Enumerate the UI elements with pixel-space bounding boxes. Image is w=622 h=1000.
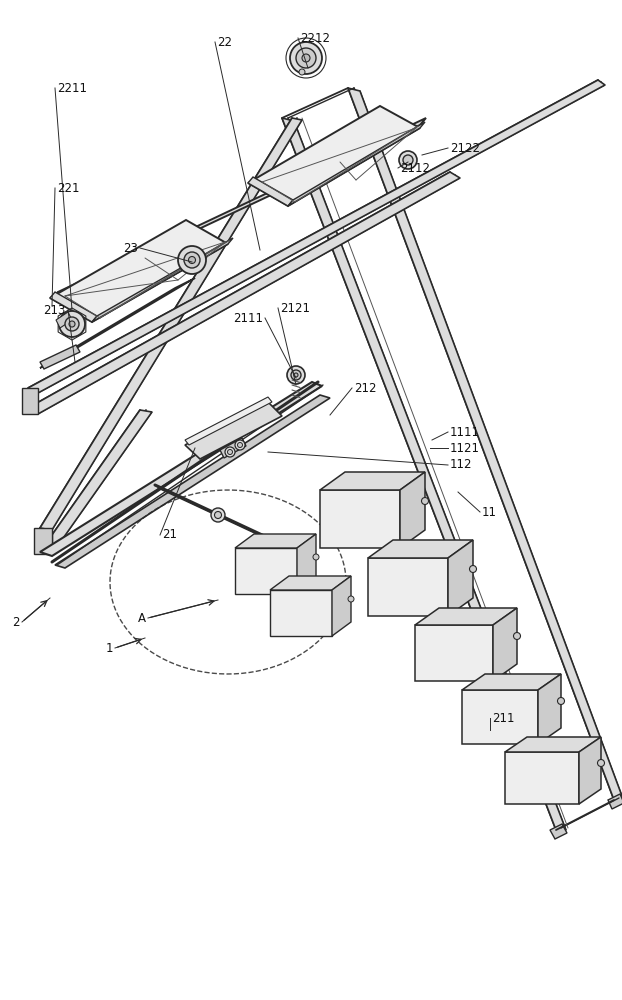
Text: 212: 212 <box>354 381 376 394</box>
Circle shape <box>215 512 221 518</box>
Text: 213: 213 <box>44 304 66 316</box>
Circle shape <box>188 256 195 263</box>
Polygon shape <box>505 737 601 752</box>
Text: 23: 23 <box>123 241 138 254</box>
Polygon shape <box>40 278 195 368</box>
Text: 2111: 2111 <box>233 312 263 324</box>
Polygon shape <box>297 534 316 594</box>
Text: 112: 112 <box>450 458 473 472</box>
Polygon shape <box>248 177 293 206</box>
Circle shape <box>514 633 521 640</box>
Polygon shape <box>505 752 579 804</box>
Polygon shape <box>415 608 517 625</box>
Polygon shape <box>493 608 517 681</box>
Polygon shape <box>320 472 425 490</box>
Text: 1111: 1111 <box>450 426 480 438</box>
Circle shape <box>290 42 322 74</box>
Polygon shape <box>235 548 297 594</box>
Circle shape <box>422 497 429 504</box>
Polygon shape <box>400 472 425 548</box>
Circle shape <box>228 450 233 454</box>
Polygon shape <box>332 576 351 636</box>
Polygon shape <box>40 118 302 530</box>
Circle shape <box>296 48 316 68</box>
Text: 211: 211 <box>492 712 514 724</box>
Circle shape <box>313 554 319 560</box>
Polygon shape <box>270 590 332 636</box>
Circle shape <box>69 321 75 327</box>
Circle shape <box>238 442 243 448</box>
Circle shape <box>470 566 476 572</box>
Polygon shape <box>52 292 63 302</box>
Polygon shape <box>448 540 473 616</box>
Polygon shape <box>50 292 97 322</box>
Circle shape <box>211 508 225 522</box>
Polygon shape <box>462 674 561 690</box>
Polygon shape <box>348 88 622 800</box>
Polygon shape <box>368 540 473 558</box>
Circle shape <box>294 373 298 377</box>
Circle shape <box>178 246 206 274</box>
Circle shape <box>287 366 305 384</box>
Polygon shape <box>220 438 246 458</box>
Circle shape <box>184 252 200 268</box>
Polygon shape <box>185 402 282 459</box>
Polygon shape <box>282 118 566 830</box>
Polygon shape <box>248 106 420 206</box>
Polygon shape <box>50 220 228 322</box>
Text: 2122: 2122 <box>450 141 480 154</box>
Text: A: A <box>138 611 146 624</box>
Circle shape <box>59 311 85 337</box>
Polygon shape <box>538 674 561 744</box>
Circle shape <box>348 596 354 602</box>
Polygon shape <box>368 558 448 616</box>
Polygon shape <box>52 118 426 298</box>
Polygon shape <box>320 490 400 548</box>
Text: 2112: 2112 <box>400 161 430 174</box>
Polygon shape <box>40 382 322 556</box>
Circle shape <box>302 54 310 62</box>
Text: 21: 21 <box>162 528 177 542</box>
Polygon shape <box>28 172 460 414</box>
Text: 1121: 1121 <box>450 442 480 454</box>
Circle shape <box>598 760 605 766</box>
Polygon shape <box>270 576 351 590</box>
Polygon shape <box>462 690 538 744</box>
Text: 11: 11 <box>482 506 497 518</box>
Polygon shape <box>28 80 605 393</box>
Text: 2212: 2212 <box>300 31 330 44</box>
Text: 1: 1 <box>106 642 113 654</box>
Text: 2: 2 <box>12 615 20 629</box>
Circle shape <box>65 317 79 331</box>
Polygon shape <box>40 345 80 369</box>
Polygon shape <box>288 122 425 206</box>
Polygon shape <box>185 397 272 445</box>
Text: 221: 221 <box>57 182 80 194</box>
Polygon shape <box>550 824 567 839</box>
Circle shape <box>399 151 417 169</box>
Polygon shape <box>55 395 330 568</box>
Circle shape <box>235 440 245 450</box>
Polygon shape <box>415 625 493 681</box>
Circle shape <box>299 69 305 75</box>
Circle shape <box>403 155 413 165</box>
Polygon shape <box>40 410 152 554</box>
Text: 2211: 2211 <box>57 82 87 95</box>
Polygon shape <box>56 312 72 328</box>
Polygon shape <box>34 528 52 554</box>
Polygon shape <box>22 388 38 414</box>
Circle shape <box>557 698 565 704</box>
Polygon shape <box>608 794 622 809</box>
Polygon shape <box>92 238 233 322</box>
Text: 22: 22 <box>217 35 232 48</box>
Circle shape <box>225 447 235 457</box>
Polygon shape <box>235 534 316 548</box>
Circle shape <box>291 370 301 380</box>
Text: 2121: 2121 <box>280 302 310 314</box>
Polygon shape <box>579 737 601 804</box>
